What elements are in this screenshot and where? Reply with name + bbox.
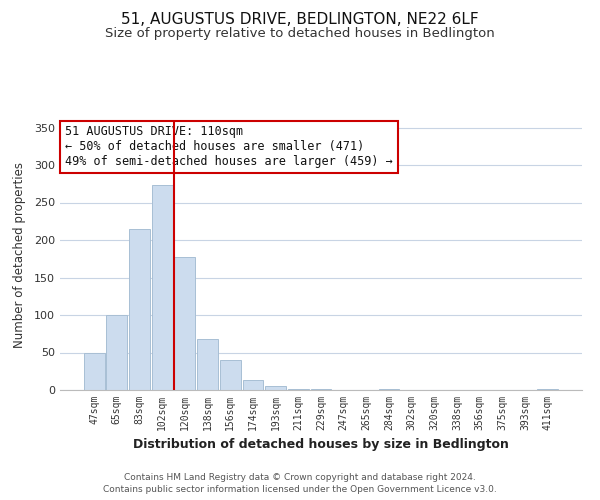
Bar — [538, 388, 558, 390]
Bar — [288, 388, 309, 390]
Bar — [379, 389, 400, 390]
Bar — [265, 386, 286, 390]
Bar — [311, 389, 331, 390]
Text: Size of property relative to detached houses in Bedlington: Size of property relative to detached ho… — [105, 28, 495, 40]
Bar — [242, 380, 263, 390]
Text: Contains HM Land Registry data © Crown copyright and database right 2024.: Contains HM Land Registry data © Crown c… — [124, 472, 476, 482]
Bar — [152, 185, 173, 390]
Bar — [106, 315, 127, 390]
Text: Contains public sector information licensed under the Open Government Licence v3: Contains public sector information licen… — [103, 485, 497, 494]
Text: 51 AUGUSTUS DRIVE: 110sqm
← 50% of detached houses are smaller (471)
49% of semi: 51 AUGUSTUS DRIVE: 110sqm ← 50% of detac… — [65, 126, 393, 168]
Bar — [197, 339, 218, 390]
Bar — [84, 353, 104, 390]
Text: 51, AUGUSTUS DRIVE, BEDLINGTON, NE22 6LF: 51, AUGUSTUS DRIVE, BEDLINGTON, NE22 6LF — [121, 12, 479, 28]
Bar — [175, 256, 196, 390]
X-axis label: Distribution of detached houses by size in Bedlington: Distribution of detached houses by size … — [133, 438, 509, 452]
Bar — [220, 360, 241, 390]
Bar — [129, 229, 150, 390]
Y-axis label: Number of detached properties: Number of detached properties — [13, 162, 26, 348]
